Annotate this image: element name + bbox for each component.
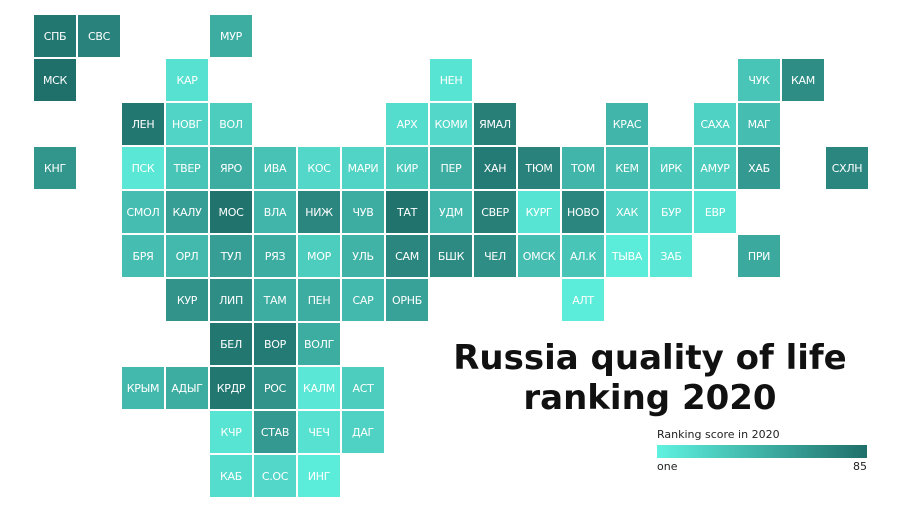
- region-tile-6: ЧУК: [738, 59, 780, 101]
- color-legend: Ranking score in 2020 one 85: [657, 428, 867, 473]
- region-tile-9: НОВГ: [166, 103, 208, 145]
- region-tile-19: ТВЕР: [166, 147, 208, 189]
- region-tile-37: ВЛА: [254, 191, 296, 233]
- region-tile-43: КУРГ: [518, 191, 560, 233]
- region-tile-5: НЕН: [430, 59, 472, 101]
- region-tile-4: КАР: [166, 59, 208, 101]
- region-tile-69: БЕЛ: [210, 323, 252, 365]
- region-tile-18: ПСК: [122, 147, 164, 189]
- region-tile-29: КЕМ: [606, 147, 648, 189]
- region-tile-72: КРЫМ: [122, 367, 164, 409]
- region-tile-53: УЛЬ: [342, 235, 384, 277]
- region-tile-80: ЧЕЧ: [298, 411, 340, 453]
- region-tile-30: ИРК: [650, 147, 692, 189]
- region-tile-68: АЛТ: [562, 279, 604, 321]
- region-tile-58: АЛ.К: [562, 235, 604, 277]
- region-tile-56: ЧЕЛ: [474, 235, 516, 277]
- region-tile-54: САМ: [386, 235, 428, 277]
- region-tile-7: КАМ: [782, 59, 824, 101]
- region-tile-12: КОМИ: [430, 103, 472, 145]
- region-tile-13: ЯМАЛ: [474, 103, 516, 145]
- region-tile-77: АСТ: [342, 367, 384, 409]
- region-tile-57: ОМСК: [518, 235, 560, 277]
- region-tile-1: СВС: [78, 15, 120, 57]
- region-tile-73: АДЫГ: [166, 367, 208, 409]
- legend-labels: one 85: [657, 460, 867, 473]
- region-tile-66: САР: [342, 279, 384, 321]
- legend-gradient-bar: [657, 445, 867, 458]
- region-tile-0: СПБ: [34, 15, 76, 57]
- region-tile-25: ПЕР: [430, 147, 472, 189]
- region-tile-50: ТУЛ: [210, 235, 252, 277]
- region-tile-22: КОС: [298, 147, 340, 189]
- region-tile-24: КИР: [386, 147, 428, 189]
- region-tile-38: НИЖ: [298, 191, 340, 233]
- region-tile-42: СВЕР: [474, 191, 516, 233]
- region-tile-63: ЛИП: [210, 279, 252, 321]
- region-tile-34: СМОЛ: [122, 191, 164, 233]
- region-tile-82: КАБ: [210, 455, 252, 497]
- region-tile-49: ОРЛ: [166, 235, 208, 277]
- region-tile-79: СТАВ: [254, 411, 296, 453]
- region-tile-16: МАГ: [738, 103, 780, 145]
- region-tile-76: КАЛМ: [298, 367, 340, 409]
- region-tile-23: МАРИ: [342, 147, 384, 189]
- region-tile-2: МУР: [210, 15, 252, 57]
- region-tile-59: ТЫВА: [606, 235, 648, 277]
- region-tile-46: БУР: [650, 191, 692, 233]
- region-tile-75: РОС: [254, 367, 296, 409]
- region-tile-27: ТЮМ: [518, 147, 560, 189]
- region-tile-48: БРЯ: [122, 235, 164, 277]
- region-tile-51: РЯЗ: [254, 235, 296, 277]
- region-tile-61: ПРИ: [738, 235, 780, 277]
- region-tile-55: БШК: [430, 235, 472, 277]
- region-tile-11: АРХ: [386, 103, 428, 145]
- region-tile-15: САХА: [694, 103, 736, 145]
- region-tile-62: КУР: [166, 279, 208, 321]
- region-tile-39: ЧУВ: [342, 191, 384, 233]
- region-tile-31: АМУР: [694, 147, 736, 189]
- region-tile-33: СХЛН: [826, 147, 868, 189]
- region-tile-8: ЛЕН: [122, 103, 164, 145]
- map-title-line-1: Russia quality of life: [453, 338, 847, 378]
- legend-max-label: 85: [853, 460, 867, 473]
- region-tile-10: ВОЛ: [210, 103, 252, 145]
- region-tile-26: ХАН: [474, 147, 516, 189]
- region-tile-20: ЯРО: [210, 147, 252, 189]
- region-tile-70: ВОР: [254, 323, 296, 365]
- region-tile-52: МОР: [298, 235, 340, 277]
- region-tile-45: ХАК: [606, 191, 648, 233]
- region-tile-47: ЕВР: [694, 191, 736, 233]
- region-tile-41: УДМ: [430, 191, 472, 233]
- region-tile-21: ИВА: [254, 147, 296, 189]
- region-tile-17: КНГ: [34, 147, 76, 189]
- region-tile-14: КРАС: [606, 103, 648, 145]
- region-tile-28: ТОМ: [562, 147, 604, 189]
- region-tile-44: НОВО: [562, 191, 604, 233]
- region-tile-84: ИНГ: [298, 455, 340, 497]
- region-tile-60: ЗАБ: [650, 235, 692, 277]
- legend-min-label: one: [657, 460, 678, 473]
- region-tile-36: МОС: [210, 191, 252, 233]
- region-tile-67: ОРНБ: [386, 279, 428, 321]
- region-tile-81: ДАГ: [342, 411, 384, 453]
- map-title-line-2: ranking 2020: [523, 378, 777, 418]
- region-tile-74: КРДР: [210, 367, 252, 409]
- region-tile-71: ВОЛГ: [298, 323, 340, 365]
- region-tile-78: КЧР: [210, 411, 252, 453]
- region-tile-35: КАЛУ: [166, 191, 208, 233]
- region-tile-83: С.ОС: [254, 455, 296, 497]
- region-tile-40: ТАТ: [386, 191, 428, 233]
- region-tile-32: ХАБ: [738, 147, 780, 189]
- map-title: Russia quality of life ranking 2020: [440, 338, 860, 418]
- region-tile-64: ТАМ: [254, 279, 296, 321]
- region-tile-3: МСК: [34, 59, 76, 101]
- region-tile-65: ПЕН: [298, 279, 340, 321]
- legend-title: Ranking score in 2020: [657, 428, 780, 441]
